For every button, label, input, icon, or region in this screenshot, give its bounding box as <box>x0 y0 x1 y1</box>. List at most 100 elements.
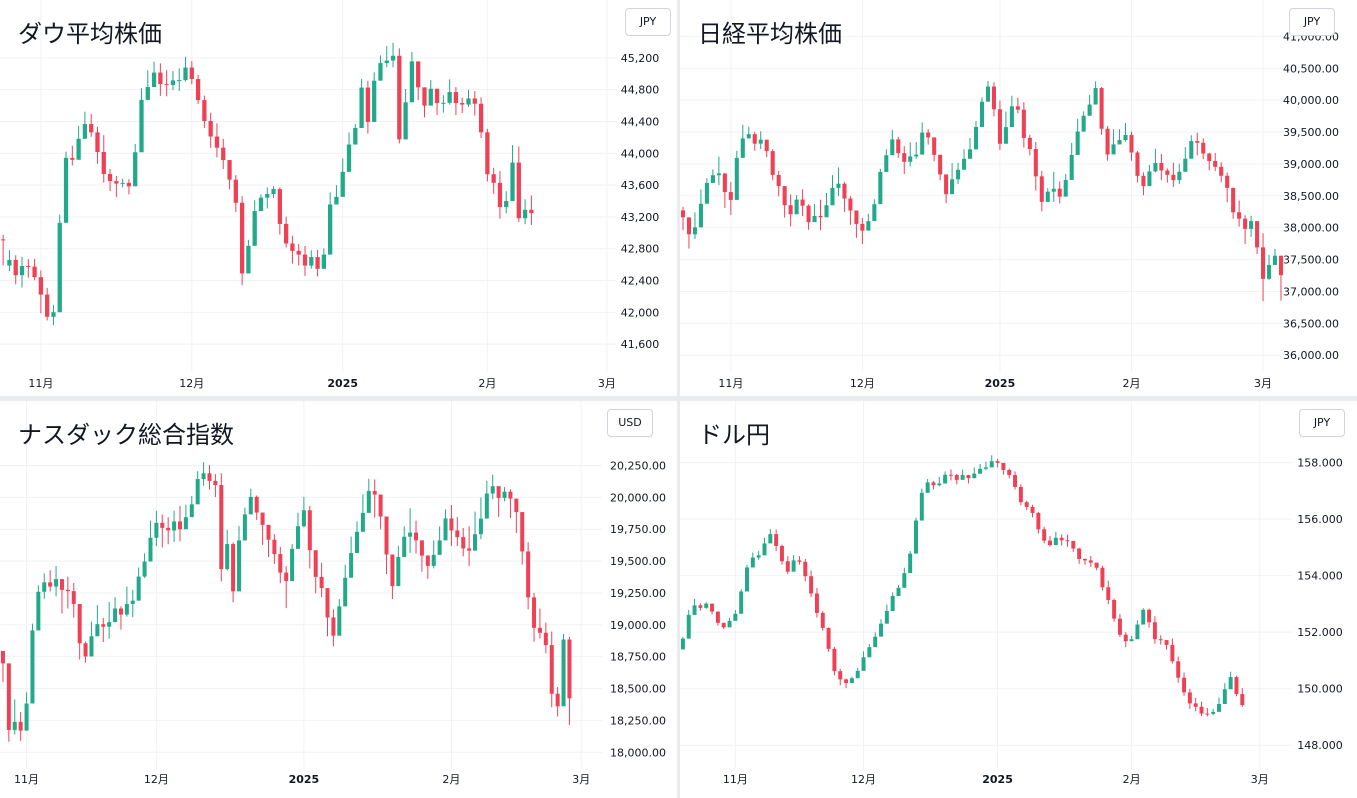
candle-body <box>461 537 466 549</box>
currency-badge[interactable]: USD <box>607 409 653 437</box>
candle-body <box>740 138 745 158</box>
candle-body <box>997 109 1002 144</box>
candle-body <box>258 197 264 212</box>
candle <box>1024 501 1029 511</box>
candle-body <box>1071 540 1076 549</box>
candle <box>908 551 913 574</box>
candle-body <box>1153 163 1158 172</box>
candle <box>497 171 503 219</box>
candle-body <box>1117 618 1122 635</box>
candle-body <box>207 473 212 481</box>
candle <box>265 187 270 209</box>
candle-body <box>896 139 901 154</box>
candle-body <box>151 72 157 88</box>
candle-body <box>372 490 377 495</box>
candle-body <box>254 496 259 513</box>
candle-body <box>1164 640 1169 645</box>
candle-body <box>136 576 141 601</box>
candle <box>1261 233 1266 302</box>
candle-body <box>803 561 808 577</box>
candle-body <box>42 582 47 592</box>
candle <box>686 217 692 249</box>
candle <box>334 185 339 205</box>
chart-title: ダウ平均株価 <box>18 20 162 48</box>
candle <box>762 537 767 556</box>
candle-body <box>1222 689 1227 704</box>
candle-body <box>372 80 377 122</box>
candle <box>1106 580 1111 605</box>
candle-body <box>770 151 775 175</box>
candle <box>453 87 459 116</box>
candle <box>313 550 318 594</box>
candle-body <box>739 591 744 614</box>
candle <box>1266 254 1272 280</box>
candlestick-chart[interactable]: 18,000.00 18,250.00 18,500.00 18,750.00 19,0… <box>0 401 677 798</box>
candle-body <box>854 210 859 224</box>
y-tick-label: 37,500.00 <box>1283 254 1339 267</box>
candle <box>331 609 336 647</box>
candle-body <box>328 204 333 255</box>
y-tick-label: 158.000 <box>1297 457 1343 470</box>
candle-body <box>82 124 88 139</box>
candle <box>6 663 11 742</box>
y-tick-label: 36,000.00 <box>1283 349 1339 362</box>
candle-body <box>302 254 308 266</box>
candlestick-chart[interactable]: 148.000 150.000 152.000 154.000 156.000 158.0… <box>680 401 1357 798</box>
candle-body <box>139 99 144 153</box>
candle <box>878 168 883 205</box>
candle-body <box>1217 703 1221 712</box>
candle <box>183 504 188 530</box>
candle-body <box>734 157 739 200</box>
candle <box>526 542 531 610</box>
candle-body <box>727 620 732 628</box>
candle-body <box>1205 713 1210 715</box>
candle-body <box>272 539 277 555</box>
candle-body <box>1087 104 1092 116</box>
candle <box>779 544 784 565</box>
candle-body <box>107 174 113 182</box>
candle <box>77 603 82 660</box>
candle <box>1147 608 1152 628</box>
candle <box>30 623 35 704</box>
candle <box>782 186 787 218</box>
candle-body <box>692 227 697 235</box>
candle <box>490 474 495 500</box>
candle-body <box>340 171 345 197</box>
candle-body <box>231 544 236 592</box>
candlestick-chart[interactable]: 36,000.00 36,500.00 37,000.00 37,500.00 38,0… <box>680 0 1357 396</box>
candle <box>884 604 889 624</box>
currency-badge[interactable]: JPY <box>625 8 671 36</box>
candle-body <box>478 518 483 535</box>
candle <box>130 589 135 618</box>
candle-body <box>1147 609 1152 623</box>
candle-body <box>428 88 433 106</box>
candle-body <box>1015 106 1020 110</box>
candle-body <box>1001 462 1006 470</box>
candle-body <box>1018 486 1023 503</box>
candle <box>848 196 853 225</box>
candle-body <box>177 80 182 82</box>
candle-body <box>51 312 56 317</box>
candle-body <box>686 217 692 235</box>
candle-body <box>543 632 548 646</box>
candlestick-chart[interactable]: 41,600 42,000 42,400 42,800 43,200 43,600 44,0… <box>0 0 677 396</box>
candle <box>290 235 295 264</box>
candle <box>948 469 953 481</box>
candle <box>710 603 715 615</box>
candle <box>248 488 253 515</box>
candle <box>32 258 37 281</box>
candle <box>19 256 25 288</box>
candle-body <box>983 467 988 469</box>
currency-badge[interactable]: JPY <box>1299 409 1345 437</box>
x-tick-label: 12月 <box>851 773 876 786</box>
candle <box>57 214 62 313</box>
candle <box>1111 129 1116 155</box>
candle <box>756 551 761 560</box>
x-tick-label: 2025 <box>289 773 320 786</box>
candle <box>107 601 112 639</box>
candle-body <box>1195 141 1200 143</box>
candle <box>686 609 691 639</box>
currency-badge[interactable]: JPY <box>1289 8 1335 36</box>
candle-body <box>716 173 721 176</box>
candle-body <box>1048 540 1052 546</box>
